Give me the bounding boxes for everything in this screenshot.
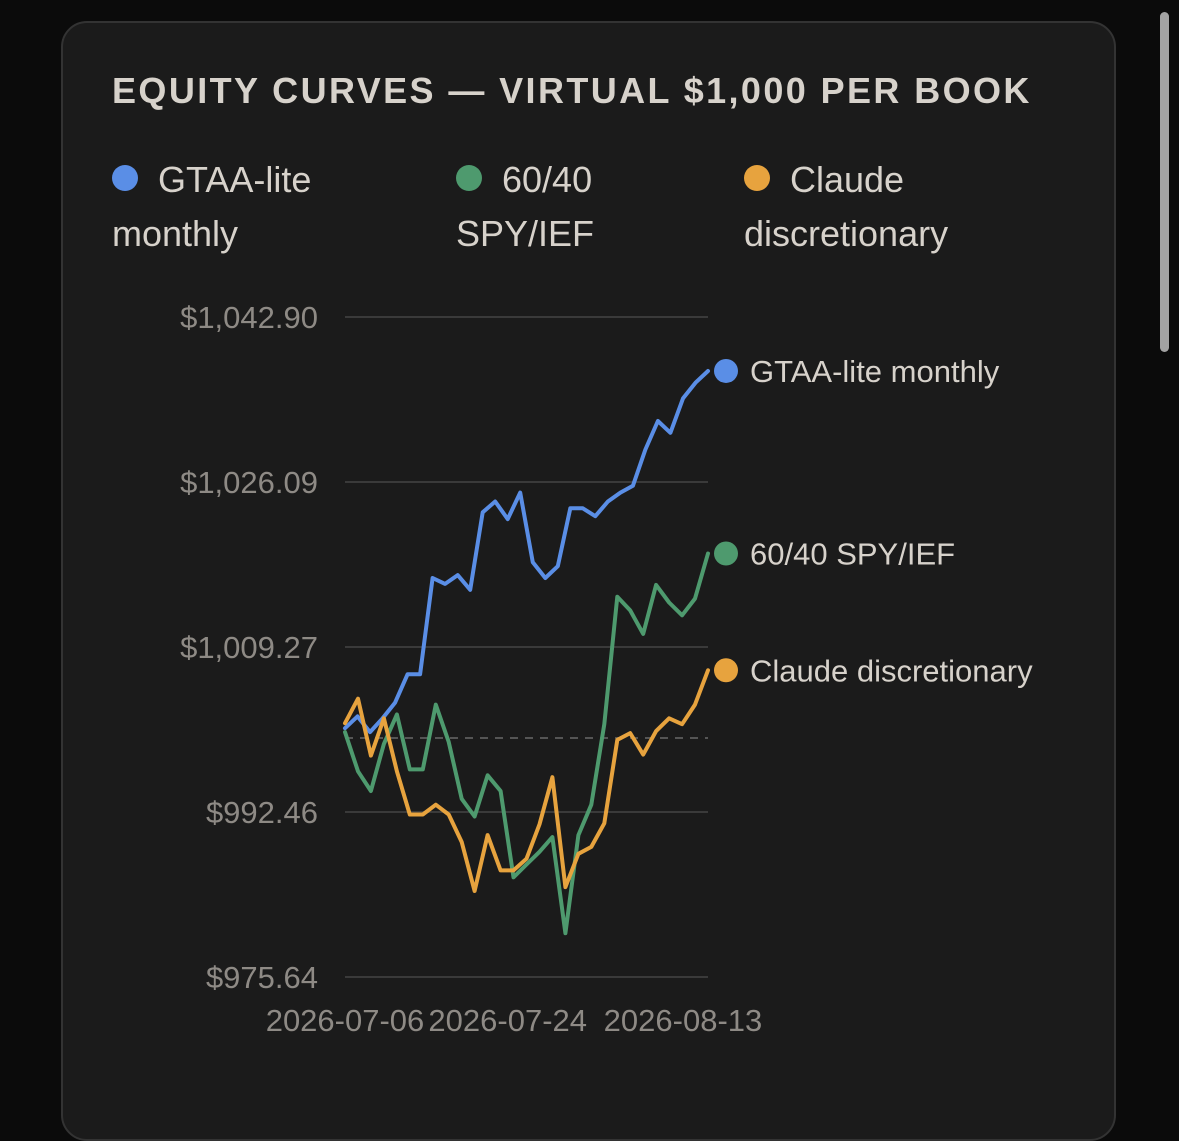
equity-chart: $1,042.90 $1,026.09 $1,009.27 $992.46 $975.6…	[180, 300, 1033, 1038]
legend-label-claude-line2: discretionary	[744, 213, 949, 254]
legend-dot-6040	[456, 165, 482, 191]
series-end-label-1: 60/40 SPY/IEF	[750, 536, 955, 571]
scrollbar[interactable]	[1160, 12, 1169, 352]
series-end-dot-2	[714, 658, 738, 683]
chart-card	[61, 21, 1116, 1141]
series-end-label-2: Claude discretionary	[750, 653, 1033, 688]
y-tick-label-4: $975.64	[206, 960, 318, 995]
legend-item-claude: Claude discretionary	[744, 153, 1044, 261]
legend-label-claude-line1: Claude	[790, 159, 905, 200]
y-tick-label-1: $1,026.09	[180, 465, 318, 500]
legend-label-6040-line1: 60/40	[502, 159, 593, 200]
series-line-2	[343, 668, 710, 893]
legend-item-6040: 60/40 SPY/IEF	[456, 153, 756, 261]
series-end-dot-1	[714, 541, 738, 566]
x-tick-label-1: 2026-07-24	[428, 1003, 587, 1038]
legend-label-gtaa-line1: GTAA-lite	[158, 159, 312, 200]
legend-dot-claude	[744, 165, 770, 191]
y-tick-label-0: $1,042.90	[180, 300, 318, 335]
legend-item-gtaa: GTAA-lite monthly	[112, 153, 412, 261]
x-tick-label-0: 2026-07-06	[266, 1003, 425, 1038]
x-tick-label-2: 2026-08-13	[604, 1003, 763, 1038]
series-end-dot-0	[714, 358, 738, 383]
chart-title: EQUITY CURVES — VIRTUAL $1,000 PER BOOK	[112, 70, 1032, 111]
series-line-1	[343, 551, 710, 936]
legend-label-6040-line2: SPY/IEF	[456, 213, 595, 254]
legend-dot-gtaa	[112, 165, 138, 191]
series-end-label-0: GTAA-lite monthly	[750, 354, 1000, 389]
legend-label-gtaa-line2: monthly	[112, 213, 239, 254]
y-tick-label-3: $992.46	[206, 795, 318, 830]
y-tick-label-2: $1,009.27	[180, 630, 318, 665]
series-line-0	[343, 369, 710, 735]
